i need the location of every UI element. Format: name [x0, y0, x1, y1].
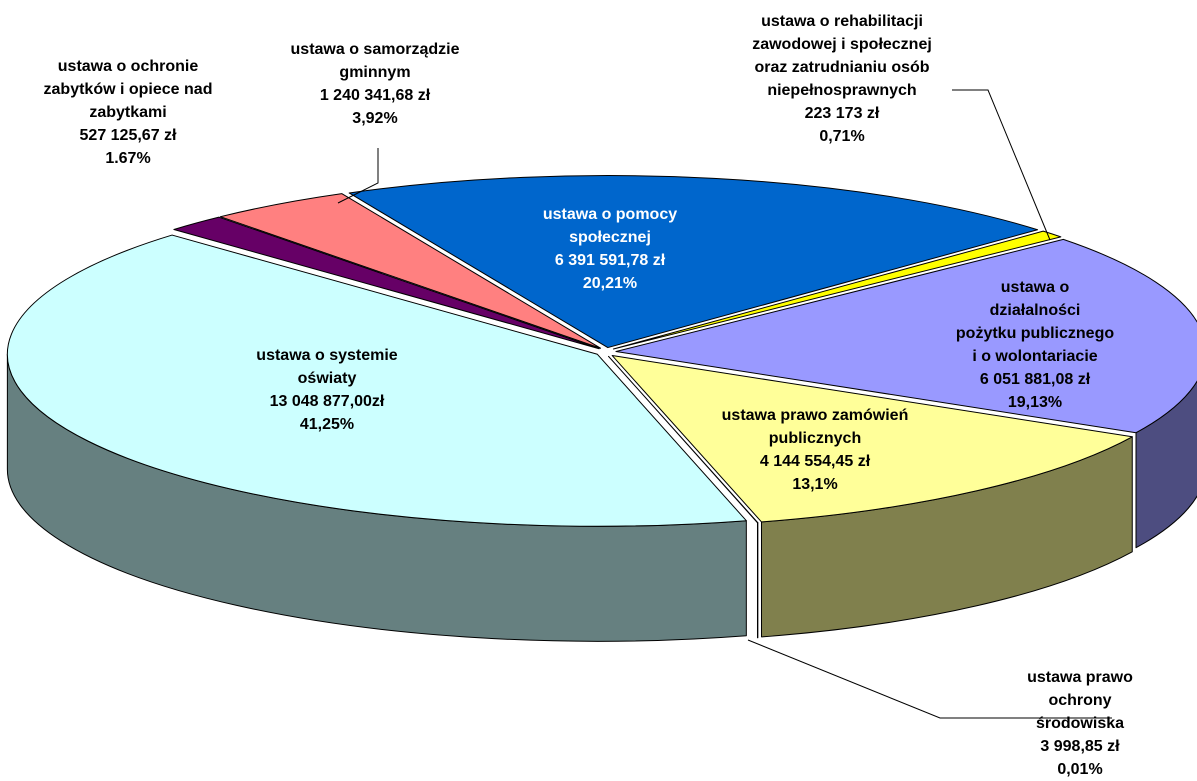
label-name: ustawa o ochronie zabytków i opiece nad …: [44, 55, 213, 124]
label-name: ustawa prawo zamówień publicznych: [722, 404, 909, 450]
data-label: ustawa o ochronie zabytków i opiece nad …: [44, 55, 213, 170]
label-percent: 1.67%: [44, 147, 213, 170]
label-percent: 13,1%: [722, 473, 909, 496]
label-amount: 13 048 877,00zł: [256, 390, 397, 413]
label-percent: 0,71%: [752, 125, 932, 148]
label-percent: 20,21%: [543, 272, 677, 295]
label-name: ustawa prawo ochrony środowiska: [1022, 666, 1139, 735]
label-percent: 19,13%: [954, 391, 1116, 414]
label-name: ustawa o samorządzie gminnym: [291, 38, 460, 84]
label-name: ustawa o działalności pożytku publiczneg…: [954, 276, 1116, 368]
label-amount: 4 144 554,45 zł: [722, 450, 909, 473]
label-name: ustawa o systemie oświaty: [256, 344, 397, 390]
label-amount: 6 391 591,78 zł: [543, 249, 677, 272]
label-amount: 1 240 341,68 zł: [291, 84, 460, 107]
label-percent: 41,25%: [256, 413, 397, 436]
data-label: ustawa o rehabilitacji zawodowej i społe…: [752, 10, 932, 148]
label-amount: 3 998,85 zł: [1022, 735, 1139, 758]
label-name: ustawa o rehabilitacji zawodowej i społe…: [752, 10, 932, 102]
label-percent: 3,92%: [291, 107, 460, 130]
label-amount: 527 125,67 zł: [44, 124, 213, 147]
label-percent: 0,01%: [1022, 758, 1139, 781]
data-label: ustawa o działalności pożytku publiczneg…: [954, 276, 1116, 414]
label-amount: 223 173 zł: [752, 102, 932, 125]
label-amount: 6 051 881,08 zł: [954, 368, 1116, 391]
label-name: ustawa o pomocy społecznej: [543, 203, 677, 249]
